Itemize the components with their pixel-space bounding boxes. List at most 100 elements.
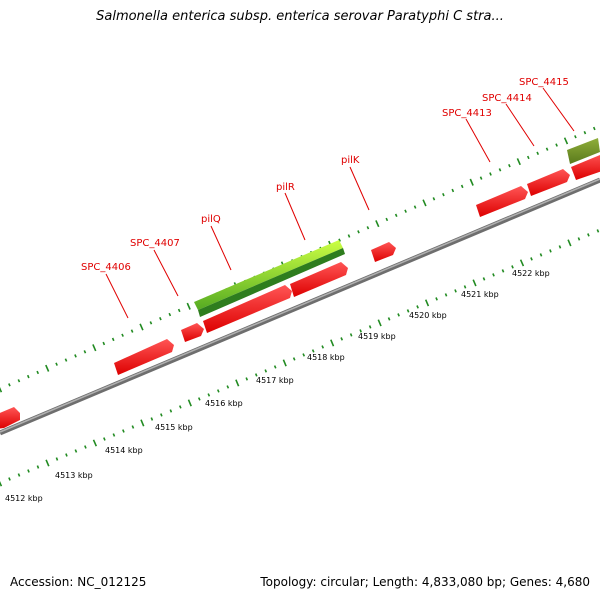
gene-label-spc-4407[interactable]: SPC_4407 xyxy=(130,238,180,249)
gene-block-spc-4407[interactable] xyxy=(181,323,204,342)
outer-major-tick xyxy=(563,137,569,145)
outer-minor-tick xyxy=(149,321,153,325)
outer-major-tick xyxy=(45,364,50,372)
gene-label-spc-4414[interactable]: SPC_4414 xyxy=(482,93,532,104)
outer-major-tick xyxy=(422,199,427,207)
outer-minor-tick xyxy=(366,226,370,230)
outer-minor-tick xyxy=(26,374,30,379)
scale-minor-tick xyxy=(349,333,353,337)
scale-major-tick xyxy=(519,259,525,267)
gene-block-left-edge[interactable] xyxy=(0,407,20,429)
outer-minor-tick xyxy=(36,370,40,375)
scale-minor-tick xyxy=(311,349,315,353)
scale-minor-tick xyxy=(245,377,249,381)
outer-minor-tick xyxy=(121,333,124,337)
gene-block-pilk[interactable] xyxy=(371,242,396,262)
outer-major-tick xyxy=(139,323,144,331)
outer-minor-tick xyxy=(102,341,106,346)
scale-minor-tick xyxy=(226,385,230,389)
outer-minor-tick xyxy=(508,163,511,168)
scale-minor-tick xyxy=(435,297,438,301)
scale-minor-tick xyxy=(150,417,154,421)
scale-minor-tick xyxy=(587,233,590,237)
scale-minor-tick xyxy=(36,465,40,469)
scale-tick-row xyxy=(0,229,600,487)
scale-minor-tick xyxy=(530,257,533,261)
scale-major-tick xyxy=(567,239,572,247)
outer-minor-tick xyxy=(592,126,596,131)
scale-minor-tick xyxy=(416,305,419,309)
outer-minor-tick xyxy=(498,168,502,172)
gene-block-spc-4414[interactable] xyxy=(527,169,570,196)
gene-block-spc-4406[interactable] xyxy=(114,339,174,375)
outer-minor-tick xyxy=(394,213,398,218)
scale-minor-tick xyxy=(169,409,173,413)
outer-minor-tick xyxy=(385,217,389,222)
scale-minor-tick xyxy=(549,249,552,253)
scale-minor-tick xyxy=(302,353,306,357)
scale-major-tick xyxy=(45,459,50,467)
scale-minor-tick xyxy=(539,253,543,257)
scale-minor-tick xyxy=(254,373,258,377)
scale-minor-tick xyxy=(596,229,600,233)
gene-label-pilk[interactable]: pilK xyxy=(341,155,360,166)
scale-minor-tick xyxy=(368,325,372,329)
scale-minor-tick xyxy=(340,337,344,341)
outer-minor-tick xyxy=(8,383,11,387)
scale-minor-tick xyxy=(74,449,78,453)
outer-minor-tick xyxy=(404,209,407,213)
gene-block-spc-4413[interactable] xyxy=(476,186,528,217)
scale-minor-tick xyxy=(55,457,59,461)
scale-minor-tick xyxy=(207,393,211,397)
gene-label-spc-4406[interactable]: SPC_4406 xyxy=(81,262,131,273)
scale-minor-tick xyxy=(65,453,68,457)
scale-major-tick xyxy=(140,419,145,427)
highlighted-gene-pilq[interactable] xyxy=(194,240,345,317)
scale-minor-tick xyxy=(112,433,116,437)
scale-label-4521: 4521 kbp xyxy=(461,290,499,299)
outer-major-tick xyxy=(469,178,474,186)
gene-block-pilq-lower[interactable] xyxy=(203,285,292,333)
scale-minor-tick xyxy=(27,469,30,473)
scale-label-4522: 4522 kbp xyxy=(512,269,550,278)
outer-minor-tick xyxy=(55,362,58,366)
scale-minor-tick xyxy=(387,317,391,321)
outer-major-tick xyxy=(375,220,380,228)
scale-minor-tick xyxy=(321,345,325,349)
gene-blocks xyxy=(0,153,600,429)
scale-minor-tick xyxy=(501,269,505,273)
scale-minor-tick xyxy=(8,477,11,481)
gene-block-spc-4415[interactable] xyxy=(571,153,600,180)
genome-backbone-highlight xyxy=(0,178,600,433)
scale-minor-tick xyxy=(463,285,467,289)
scale-minor-tick xyxy=(122,429,125,433)
scale-labels: 4512 kbp 4513 kbp 4514 kbp 4515 kbp 4516… xyxy=(5,269,550,503)
gene-label-pilr[interactable]: pilR xyxy=(276,182,295,193)
scale-minor-tick xyxy=(17,473,21,477)
outer-minor-tick xyxy=(555,143,558,147)
outer-minor-tick xyxy=(74,354,77,358)
gene-block-olive[interactable] xyxy=(567,138,600,164)
scale-minor-tick xyxy=(511,265,514,269)
scale-label-4517: 4517 kbp xyxy=(256,376,294,385)
outer-minor-tick xyxy=(168,312,172,317)
accession-text: Accession: NC_012125 xyxy=(10,575,147,589)
scale-minor-tick xyxy=(558,245,562,249)
outer-minor-tick xyxy=(347,234,351,238)
gene-label-pilq[interactable]: pilQ xyxy=(201,214,221,225)
scale-major-tick xyxy=(472,279,477,287)
scale-label-4514: 4514 kbp xyxy=(105,446,143,455)
scale-minor-tick xyxy=(406,309,410,313)
scale-minor-tick xyxy=(131,425,135,429)
gene-block-pilr[interactable] xyxy=(290,262,348,297)
scale-major-tick xyxy=(187,399,192,407)
gene-label-spc-4415[interactable]: SPC_4415 xyxy=(519,77,569,88)
outer-minor-tick xyxy=(159,316,162,321)
outer-minor-tick xyxy=(489,172,492,176)
gene-label-spc-4413[interactable]: SPC_4413 xyxy=(442,108,492,119)
scale-minor-tick xyxy=(444,293,448,297)
scale-major-tick xyxy=(377,319,382,327)
outer-minor-tick xyxy=(357,230,360,234)
outer-minor-tick xyxy=(442,192,445,197)
